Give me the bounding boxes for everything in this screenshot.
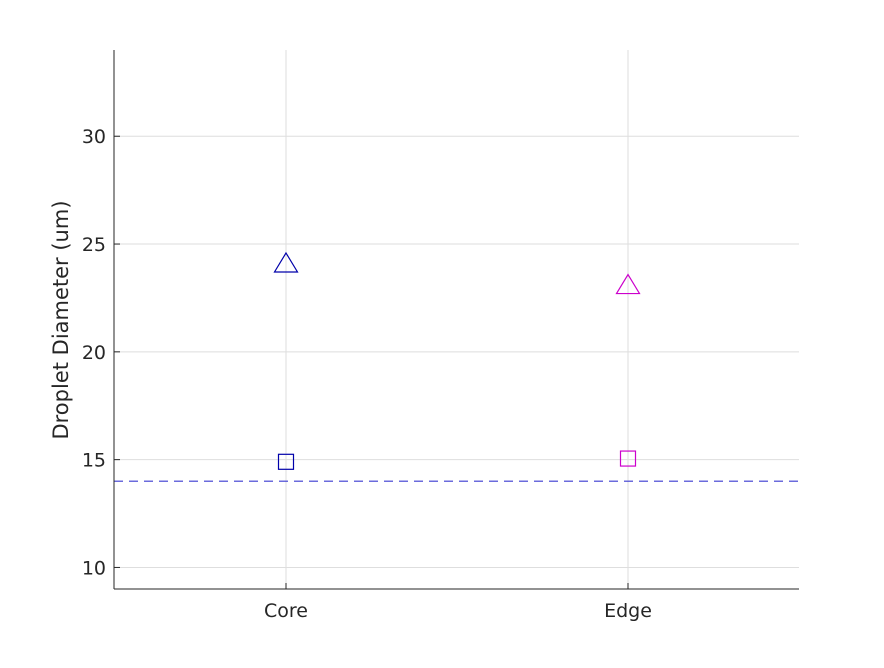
axes (113, 50, 799, 590)
triangle-marker (615, 273, 641, 295)
square-marker (277, 453, 295, 470)
x-tick-label: Core (264, 600, 308, 622)
y-tick-label: 15 (82, 450, 106, 472)
tick-labels: 10 15 20 25 30 Core Edge (82, 126, 652, 622)
y-axis-label: Droplet Diameter (um) (49, 200, 73, 439)
grid (114, 50, 799, 589)
y-tick-label: 25 (82, 234, 106, 256)
y-tick-label: 10 (82, 557, 106, 579)
triangle-marker (273, 251, 299, 273)
x-tick-label: Edge (604, 600, 652, 622)
data-markers (273, 251, 641, 470)
square-marker (619, 450, 637, 467)
y-tick-label: 20 (82, 342, 106, 364)
y-tick-label: 30 (82, 126, 106, 148)
